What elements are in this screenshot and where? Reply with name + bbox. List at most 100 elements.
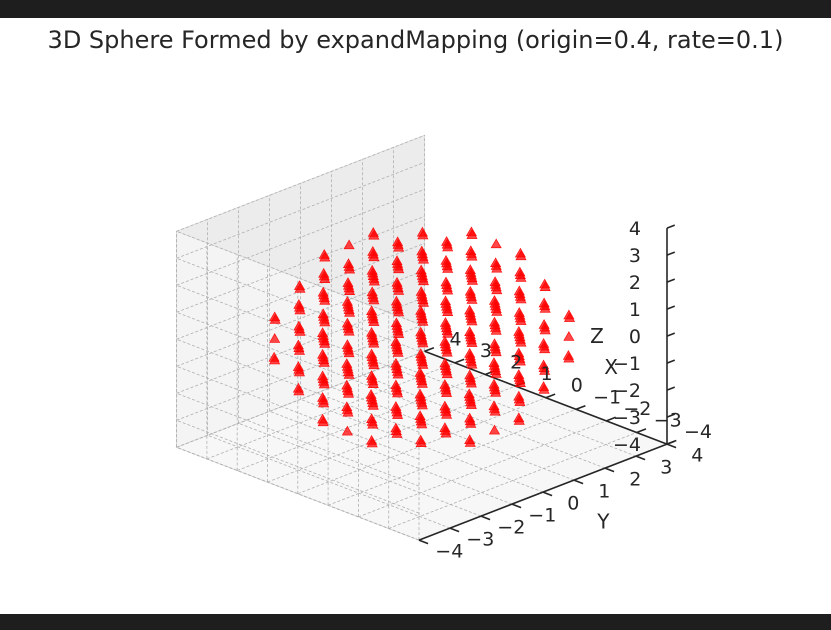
y-tick-mark (480, 515, 491, 521)
data-point (489, 405, 501, 416)
data-point (343, 261, 355, 271)
data-point (367, 418, 379, 429)
data-point (465, 399, 477, 409)
data-point (293, 345, 306, 355)
grid-line (206, 362, 456, 460)
data-point (417, 359, 429, 369)
grid-line (176, 446, 420, 541)
grid-line (176, 311, 420, 406)
data-point (342, 387, 355, 398)
data-point (393, 263, 405, 274)
y-axis-line (418, 443, 668, 541)
x-tick-label: 2 (510, 352, 522, 374)
data-point (539, 281, 551, 292)
z-tick-mark (666, 224, 676, 229)
data-point (341, 317, 353, 328)
data-point (440, 427, 452, 438)
data-point (513, 415, 525, 425)
data-point (390, 422, 402, 433)
data-point (367, 399, 379, 410)
data-point (318, 357, 330, 367)
grid-line (176, 215, 425, 313)
data-point (319, 273, 331, 284)
x-tick-label: −4 (684, 421, 712, 443)
data-point (539, 365, 551, 375)
data-point (417, 229, 429, 240)
data-point (393, 285, 405, 295)
data-point (416, 377, 428, 388)
data-point (515, 293, 527, 304)
y-tick-mark (449, 527, 460, 533)
data-point (417, 275, 430, 286)
data-point (390, 357, 402, 368)
data-point (317, 416, 329, 427)
data-point (343, 304, 355, 314)
data-point (416, 418, 428, 429)
y-tick-mark (542, 491, 553, 497)
data-point (465, 334, 477, 345)
data-point (416, 399, 428, 410)
data-point (341, 404, 353, 414)
z-tick-mark (666, 278, 676, 283)
x-tick-mark (636, 428, 647, 434)
data-point (490, 343, 502, 354)
data-point (515, 272, 527, 282)
x-tick-label: −3 (654, 410, 682, 432)
data-point (319, 294, 331, 305)
data-point (441, 408, 453, 419)
x-tick-mark (606, 416, 616, 422)
data-point (341, 382, 353, 393)
data-point (269, 354, 281, 365)
data-point (390, 336, 402, 346)
x-tick-label: −1 (593, 386, 621, 408)
data-point (465, 312, 477, 323)
data-point (491, 284, 503, 295)
z-tick-label: 1 (629, 299, 641, 321)
grid-line (207, 434, 451, 529)
z-tick-label: 4 (629, 218, 641, 240)
data-point (465, 291, 477, 301)
y-tick-label: 0 (567, 493, 579, 515)
data-point (366, 370, 378, 380)
data-point (390, 379, 402, 390)
x-tick-label: 1 (540, 363, 552, 385)
grid-line (358, 420, 607, 518)
figure: 3D Sphere Formed by expandMapping (origi… (0, 18, 831, 614)
data-point (490, 322, 502, 332)
data-point (319, 251, 331, 262)
data-point (441, 260, 453, 271)
data-point (366, 434, 378, 445)
data-point (539, 324, 551, 335)
z-tick-label: 2 (629, 272, 641, 294)
data-point (490, 386, 502, 397)
data-point (366, 413, 378, 424)
data-point (465, 418, 477, 428)
data-point (417, 253, 430, 264)
data-point (393, 241, 405, 252)
data-point (341, 360, 353, 371)
y-tick-mark (635, 455, 646, 461)
x-axis-label: X (604, 355, 618, 379)
data-point (343, 239, 355, 250)
z-tick-mark (666, 305, 676, 310)
data-point (319, 316, 331, 327)
data-point (392, 409, 404, 419)
data-point (341, 296, 353, 306)
grid-line (362, 374, 606, 469)
grid-line (176, 338, 420, 433)
data-point (367, 378, 379, 389)
data-point (538, 383, 550, 394)
data-point (514, 377, 526, 388)
data-point (490, 238, 502, 249)
data-point (417, 297, 430, 307)
data-point (441, 238, 453, 249)
data-point (343, 347, 355, 358)
data-point (392, 347, 404, 357)
data-point (415, 437, 427, 448)
x-tick-label: −2 (623, 398, 651, 420)
z-tick-label: −4 (613, 434, 641, 456)
data-point (539, 343, 551, 354)
data-point (368, 273, 380, 283)
data-point (562, 349, 574, 360)
data-point (514, 396, 526, 406)
